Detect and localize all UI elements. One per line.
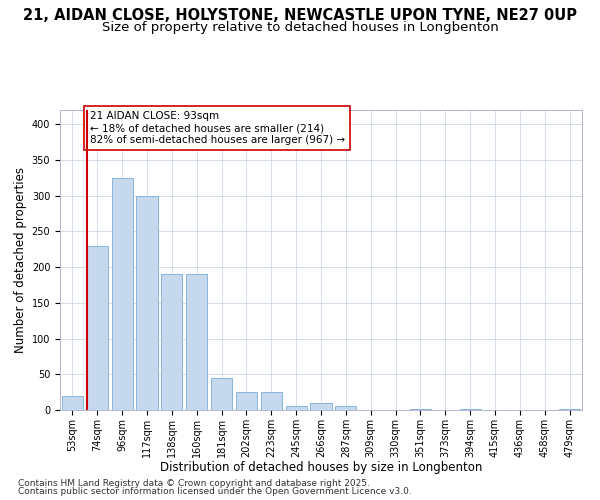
Text: 21, AIDAN CLOSE, HOLYSTONE, NEWCASTLE UPON TYNE, NE27 0UP: 21, AIDAN CLOSE, HOLYSTONE, NEWCASTLE UP… — [23, 8, 577, 22]
Text: 21 AIDAN CLOSE: 93sqm
← 18% of detached houses are smaller (214)
82% of semi-det: 21 AIDAN CLOSE: 93sqm ← 18% of detached … — [90, 112, 345, 144]
X-axis label: Distribution of detached houses by size in Longbenton: Distribution of detached houses by size … — [160, 461, 482, 474]
Bar — [186, 274, 207, 410]
Bar — [112, 178, 133, 410]
Bar — [460, 408, 481, 410]
Text: Contains public sector information licensed under the Open Government Licence v3: Contains public sector information licen… — [18, 487, 412, 496]
Text: Size of property relative to detached houses in Longbenton: Size of property relative to detached ho… — [101, 21, 499, 34]
Bar — [410, 408, 431, 410]
Text: Contains HM Land Registry data © Crown copyright and database right 2025.: Contains HM Land Registry data © Crown c… — [18, 478, 370, 488]
Bar — [87, 246, 108, 410]
Bar — [559, 408, 580, 410]
Bar — [161, 274, 182, 410]
Bar — [261, 392, 282, 410]
Bar — [236, 392, 257, 410]
Bar — [286, 406, 307, 410]
Bar — [136, 196, 158, 410]
Bar — [62, 396, 83, 410]
Bar — [310, 403, 332, 410]
Bar — [335, 406, 356, 410]
Bar — [211, 378, 232, 410]
Y-axis label: Number of detached properties: Number of detached properties — [14, 167, 28, 353]
